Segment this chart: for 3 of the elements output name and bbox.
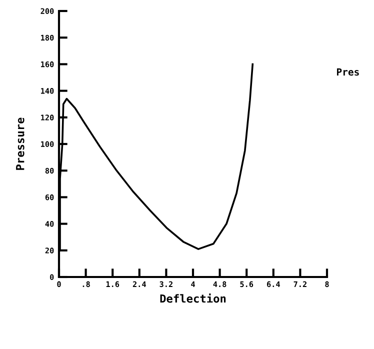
y-axis-title: Pressure bbox=[16, 118, 24, 170]
text: Pres bbox=[337, 68, 359, 76]
x-axis-title: Deflection bbox=[160, 294, 226, 303]
